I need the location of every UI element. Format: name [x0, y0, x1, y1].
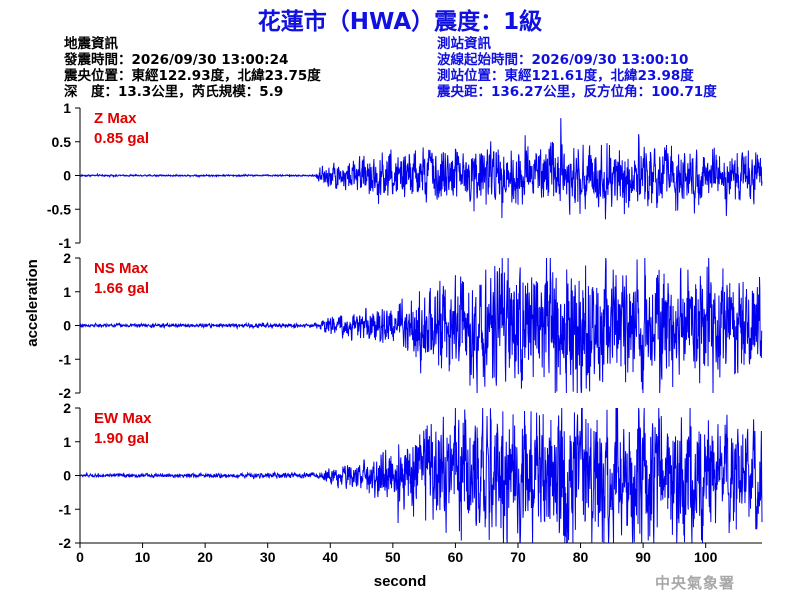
panel-z: 1 0.5 0 -0.5 -1 Z Max 0.85 gal	[47, 100, 763, 251]
panel-ew: 2 1 0 -1 -2 EW Max 1.90 gal	[59, 400, 763, 551]
y-tick-label: 1	[63, 100, 71, 116]
y-tick-label: -2	[59, 535, 72, 551]
max-value: 1.66 gal	[94, 280, 149, 297]
waveform-ns	[79, 257, 763, 394]
y-tick-label: -0.5	[47, 201, 71, 217]
x-tick-label: 90	[635, 549, 651, 565]
earthquake-info: 地震資訊 發震時間：2026/09/30 13:00:24 震央位置：東經122…	[64, 36, 321, 100]
y-tick-label: 2	[63, 250, 71, 266]
x-axis-title: second	[374, 573, 427, 590]
max-label: EW Max	[94, 410, 152, 427]
seismogram-panels: 1 0.5 0 -0.5 -1 Z Max 0.85 gal 2 1 0 -1 -2 NS Max 1.6…	[47, 100, 763, 551]
station-location: 測站位置：東經121.61度，北緯23.98度	[437, 68, 694, 84]
y-tick-label: 1	[63, 434, 71, 450]
earthquake-info-heading: 地震資訊	[64, 36, 118, 52]
station-info: 測站資訊 波線起始時間：2026/09/30 13:00:10 測站位置：東經1…	[437, 36, 717, 100]
x-tick-label: 50	[385, 549, 401, 565]
y-tick-label: 1	[63, 284, 71, 300]
y-tick-label: 2	[63, 400, 71, 416]
x-axis: 0 10 20 30 40 50 60 70 80 90 100	[76, 542, 762, 565]
y-tick-label: 0.5	[52, 134, 72, 150]
origin-time: 發震時間：2026/09/30 13:00:24	[64, 52, 289, 68]
epicentral-distance: 震央距：136.27公里，反方位角：100.71度	[437, 84, 717, 100]
x-tick-label: 40	[322, 549, 338, 565]
panel-ns: 2 1 0 -1 -2 NS Max 1.66 gal	[59, 250, 763, 401]
epicenter-location: 震央位置：東經122.93度，北緯23.75度	[64, 68, 321, 84]
x-tick-label: 70	[510, 549, 526, 565]
y-tick-label: -1	[59, 501, 72, 517]
max-label: NS Max	[94, 260, 149, 277]
x-tick-label: 80	[573, 549, 589, 565]
y-tick-label: -1	[59, 351, 72, 367]
waveform-onset-time: 波線起始時間：2026/09/30 13:00:10	[437, 52, 689, 68]
x-tick-label: 100	[694, 549, 718, 565]
x-tick-label: 30	[260, 549, 276, 565]
max-label: Z Max	[94, 110, 137, 127]
x-tick-label: 20	[197, 549, 213, 565]
y-tick-label: 0	[63, 318, 71, 334]
chart-title: 花蓮市（HWA）震度：1級	[257, 9, 543, 35]
station-info-heading: 測站資訊	[437, 36, 491, 52]
y-axis-title: acceleration	[24, 259, 41, 347]
y-tick-label: -2	[59, 385, 72, 401]
waveform-z	[79, 118, 763, 220]
x-tick-label: 10	[135, 549, 151, 565]
x-tick-label: 60	[448, 549, 464, 565]
depth-magnitude: 深 度：13.3公里，芮氏規模：5.9	[64, 84, 284, 100]
max-value: 0.85 gal	[94, 130, 149, 147]
agency-name: 中央氣象署	[655, 574, 736, 592]
x-tick-label: 0	[76, 549, 84, 565]
waveform-ew	[79, 407, 763, 544]
y-tick-label: 0	[63, 168, 71, 184]
max-value: 1.90 gal	[94, 430, 149, 447]
y-tick-label: -1	[59, 235, 72, 251]
y-tick-label: 0	[63, 468, 71, 484]
